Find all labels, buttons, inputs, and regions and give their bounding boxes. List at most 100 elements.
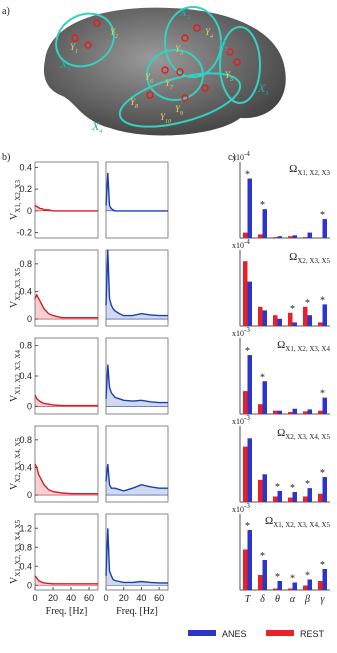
significance: * <box>305 571 310 582</box>
legend-label: ANES <box>222 629 247 639</box>
region-label-sub: 6 <box>150 79 153 85</box>
scale-label-sup: -3 <box>244 414 250 422</box>
plot-frame <box>34 161 99 239</box>
bar <box>307 409 312 414</box>
panel-label: c) <box>228 152 236 163</box>
band <box>106 172 168 211</box>
scale-label: x10-3 <box>232 326 250 338</box>
x-tick-label: 40 <box>136 593 146 603</box>
y-tick-label: 1.2 <box>19 523 32 533</box>
y-tick-label: 0 <box>27 490 32 500</box>
chart-title: ΩX2, X3, X5 <box>289 251 330 265</box>
x-tick-label: 20 <box>119 593 129 603</box>
y-axis-label: VX2, X3, X4, X5 <box>9 438 22 490</box>
region-label-sub: 7 <box>170 85 174 91</box>
y-axis-label-main: V <box>9 212 20 220</box>
bar <box>307 232 312 238</box>
chart-title-main: Ω <box>265 515 273 527</box>
y-tick-label: -0.2 <box>16 228 32 238</box>
line <box>105 528 168 584</box>
y-axis-label: VX1, X2, X3, X4, X5 <box>9 519 22 584</box>
y-tick-label: 0.2 <box>19 184 32 194</box>
significance: * <box>320 389 325 400</box>
region-label: X4 <box>91 119 102 135</box>
bar <box>243 391 248 414</box>
region-label-sub: 1 <box>67 67 70 73</box>
bar <box>273 496 278 502</box>
significance: * <box>260 200 265 211</box>
region-label-sub: 2 <box>115 34 118 40</box>
region-label-main: Y <box>205 27 211 37</box>
bar <box>247 438 252 502</box>
line <box>105 172 168 212</box>
y-tick-label: 0.8 <box>19 341 32 351</box>
y-axis-label: VX1, X2, X3 <box>9 180 22 220</box>
line <box>34 394 98 407</box>
significance: * <box>245 346 250 357</box>
chart-title: ΩX1, X2, X3, X4 <box>277 339 330 353</box>
bar <box>277 410 282 414</box>
bar <box>288 588 293 590</box>
region-label-sub: 4 <box>99 128 102 135</box>
bar <box>262 381 267 414</box>
bar <box>318 322 323 326</box>
scale-label: x10-4 <box>232 238 250 250</box>
scale-label-main: x10 <box>232 153 244 162</box>
x-axis-label: Freq. [Hz] <box>46 606 88 617</box>
bar <box>322 219 327 238</box>
chart-title: ΩX2, X3, X4, X5 <box>277 427 330 441</box>
line <box>34 293 98 319</box>
band <box>106 528 168 586</box>
bar <box>258 575 263 590</box>
scale-label-sup: -3 <box>244 326 250 334</box>
y-tick-label: 0.4 <box>19 462 32 472</box>
bar <box>322 397 327 414</box>
region-label-sub: 9 <box>180 111 183 117</box>
chart-title-main: Ω <box>277 427 285 439</box>
band <box>35 294 98 320</box>
bar <box>288 412 293 414</box>
scale-label-main: x10 <box>232 329 244 338</box>
y-axis-label-sub: X1, X2, X3, X4 <box>14 350 22 395</box>
y-axis-label: VX2, X3, X5 <box>9 268 22 308</box>
region-label: Y9 <box>175 104 183 117</box>
bar <box>292 408 297 414</box>
bar <box>307 315 312 326</box>
plot-frame <box>105 513 169 591</box>
bar <box>273 588 278 590</box>
bar <box>292 235 297 238</box>
bar <box>322 304 327 326</box>
x-tick-label: γ <box>321 594 326 605</box>
chart-title: ΩX1, X2, X3 <box>289 163 330 177</box>
bar <box>292 492 297 502</box>
electrodes <box>71 19 241 102</box>
bar <box>277 236 282 238</box>
bar <box>292 582 297 590</box>
significance: * <box>305 298 310 309</box>
bar <box>303 237 308 238</box>
y-axis-label: VX1, X2, X3, X4 <box>9 350 22 402</box>
bar <box>307 579 312 590</box>
bar <box>262 474 267 502</box>
x-tick-label: β <box>304 594 310 605</box>
region-label-sub: 5 <box>225 47 228 53</box>
bar <box>303 306 308 326</box>
region-label-main: X <box>91 119 100 133</box>
significance: * <box>275 482 280 493</box>
bar <box>262 209 267 238</box>
region-label-sub: 3 <box>264 91 268 97</box>
significance: * <box>290 304 295 315</box>
region-label-main: Y <box>175 104 181 114</box>
region-label-main: Y <box>175 44 181 54</box>
bar <box>243 446 248 502</box>
x-tick-label: δ <box>260 594 265 605</box>
bar <box>247 355 252 414</box>
region-label: X2 <box>179 5 190 21</box>
bar <box>247 530 252 590</box>
bar <box>277 581 282 590</box>
significance: * <box>320 295 325 306</box>
significance: * <box>320 210 325 221</box>
region-label-main: Y <box>70 42 76 52</box>
band <box>106 464 168 496</box>
y-axis-label-main: V <box>9 300 20 308</box>
